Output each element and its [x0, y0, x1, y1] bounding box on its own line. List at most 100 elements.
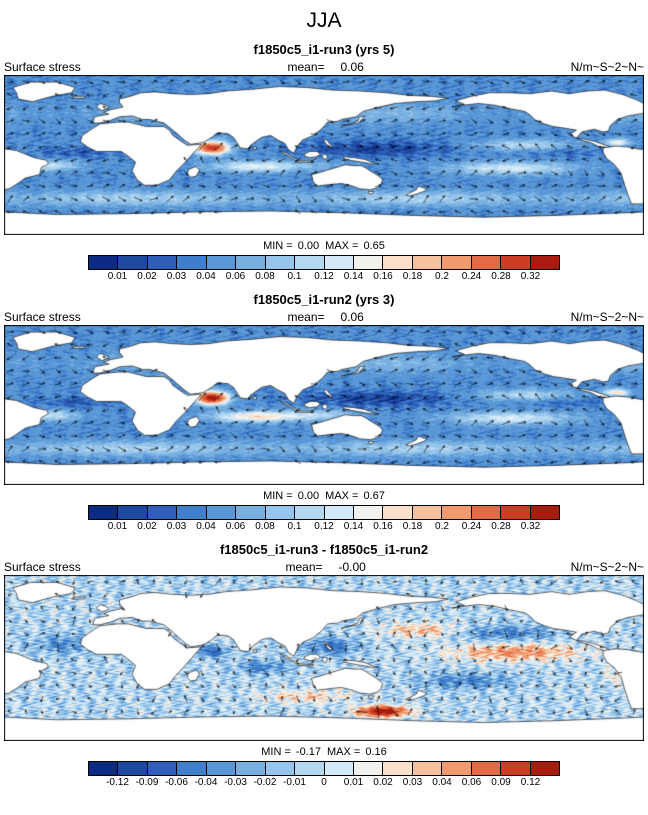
- colorbar-tick-label: -0.06: [165, 777, 188, 788]
- colorbar-tick-label: -0.01: [283, 777, 306, 788]
- colorbar-tick-label: 0.06: [225, 271, 246, 282]
- colorbar-tick-label: 0.04: [196, 521, 216, 532]
- min-value: 0.00: [297, 490, 320, 502]
- colorbar-cell: [236, 256, 266, 269]
- colorbar-cell: [383, 506, 413, 519]
- colorbar-tick-label: 0.02: [137, 271, 157, 282]
- colorbar-tick-label: 0.12: [314, 271, 334, 282]
- colorbar-cell: [265, 506, 296, 519]
- colorbar-cell: [324, 506, 354, 519]
- panel-run2-title: f1850c5_i1-run2 (yrs 3): [253, 292, 395, 307]
- colorbar-bar: [88, 761, 560, 776]
- colorbar-tick-label: 0.1: [287, 521, 302, 532]
- minmax-readout-run2: MIN = 0.00 MAX = 0.67: [0, 490, 648, 502]
- colorbar-cell: [412, 256, 443, 269]
- colorbar-cell: [147, 506, 178, 519]
- colorbar-cell: [530, 256, 559, 269]
- colorbar-tick-label: 0.04: [432, 777, 452, 788]
- colorbar-cell: [501, 506, 531, 519]
- colorbar-tick-label: 0.28: [491, 521, 511, 532]
- colorbar-cell: [89, 506, 119, 519]
- colorbar: 0.01 0.02 0.03 0.04 0.06 0.08 0.1 0.12 0.14 0.16 0…: [88, 505, 560, 533]
- colorbar-tick-label: 0.24: [461, 521, 482, 532]
- mean-value: 0.06: [340, 60, 364, 74]
- field-label: Surface stress: [4, 60, 81, 74]
- colorbar-tick-label: 0.03: [166, 521, 187, 532]
- colorbar-cell: [471, 762, 502, 775]
- mean-readout: mean= 0.06: [287, 60, 363, 74]
- colorbar-tick-label: 0.18: [402, 271, 423, 282]
- mean-readout: mean= 0.06: [287, 310, 363, 324]
- colorbar-cell: [353, 762, 384, 775]
- mean-label: mean=: [287, 60, 325, 74]
- colorbar-tick-label: 0.32: [520, 521, 541, 532]
- colorbar-cell: [118, 762, 148, 775]
- colorbar-tick-label: 0.12: [520, 777, 541, 788]
- colorbar-tick-label: 0.08: [255, 521, 275, 532]
- colorbar-tick-label: -0.02: [253, 777, 277, 788]
- colorbar-ticks: 0.01 0.02 0.03 0.04 0.06 0.08 0.1 0.12 0.14 0.16 0…: [88, 520, 560, 533]
- colorbar-cell: [324, 762, 354, 775]
- colorbar-tick-label: 0.06: [461, 777, 482, 788]
- colorbar-bar: [88, 505, 560, 520]
- panel-diff-header: Surface stress mean= -0.00 N/m~S~2~N~: [0, 560, 648, 574]
- panel-run3-header: Surface stress mean= 0.06 N/m~S~2~N~: [0, 60, 648, 74]
- colorbar-tick-label: 0.06: [225, 521, 246, 532]
- colorbar-cell: [177, 762, 207, 775]
- colorbar-tick-label: 0.28: [491, 271, 511, 282]
- colorbar-tick-label: -0.03: [224, 777, 247, 788]
- max-value: 0.65: [363, 240, 385, 252]
- min-label: MIN =: [261, 746, 291, 758]
- minmax-readout-diff: MIN = -0.17 MAX = 0.16: [0, 746, 648, 758]
- max-value: 0.16: [365, 746, 387, 758]
- colorbar-cell: [147, 256, 178, 269]
- colorbar-cell: [89, 256, 119, 269]
- panel-run3: f1850c5_i1-run3 (yrs 5) Surface stress m…: [0, 42, 648, 283]
- colorbar-cell: [118, 506, 148, 519]
- map-canvas-run2: [4, 325, 644, 485]
- colorbar-tick-label: 0.16: [373, 271, 393, 282]
- colorbar-ticks: -0.12 -0.09 -0.06 -0.04 -0.03 -0.02 -0.01 0 0.01…: [88, 776, 560, 789]
- colorbar-cell: [324, 256, 354, 269]
- minmax-readout-run3: MIN = 0.00 MAX = 0.65: [0, 240, 648, 252]
- map-canvas-diff: [4, 575, 644, 741]
- min-label: MIN =: [263, 240, 293, 252]
- colorbar: -0.12 -0.09 -0.06 -0.04 -0.03 -0.02 -0.01 0 0.01…: [88, 761, 560, 789]
- colorbar-cell: [501, 256, 531, 269]
- colorbar-tick-label: 0.14: [343, 521, 364, 532]
- colorbar-cell: [147, 762, 178, 775]
- min-value: -0.17: [295, 746, 321, 758]
- panel-run2: f1850c5_i1-run2 (yrs 3) Surface stress m…: [0, 292, 648, 533]
- colorbar-tick-label: 0.12: [314, 521, 334, 532]
- colorbar-tick-label: 0.02: [137, 521, 157, 532]
- map-canvas-run3: [4, 75, 644, 235]
- colorbar-tick-label: 0.01: [107, 521, 128, 532]
- colorbar-tick-label: -0.09: [135, 777, 159, 788]
- colorbar-cell: [442, 256, 472, 269]
- colorbar-cell: [412, 762, 443, 775]
- mean-label: mean=: [287, 310, 325, 324]
- field-label: Surface stress: [4, 560, 81, 574]
- colorbar-tick-label: 0.08: [255, 271, 275, 282]
- colorbar-cell: [442, 762, 472, 775]
- colorbar-tick-label: -0.12: [106, 777, 129, 788]
- colorbar-cell: [177, 256, 207, 269]
- colorbar-cell: [471, 506, 502, 519]
- colorbar-cell: [118, 256, 148, 269]
- colorbar-tick-label: 0.2: [435, 271, 449, 282]
- min-label: MIN =: [263, 490, 293, 502]
- colorbar: 0.01 0.02 0.03 0.04 0.06 0.08 0.1 0.12 0.14 0.16 0…: [88, 255, 560, 283]
- colorbar-cell: [353, 506, 384, 519]
- colorbar-cell: [295, 506, 325, 519]
- colorbar-tick-label: 0.03: [402, 777, 423, 788]
- max-value: 0.67: [363, 490, 385, 502]
- colorbar-ticks: 0.01 0.02 0.03 0.04 0.06 0.08 0.1 0.12 0.14 0.16 0…: [88, 270, 560, 283]
- colorbar-tick-label: 0.18: [402, 521, 423, 532]
- colorbar-tick-label: 0.32: [520, 271, 541, 282]
- panel-diff: f1850c5_i1-run3 - f1850c5_i1-run2 Surfac…: [0, 542, 648, 789]
- panel-run3-title: f1850c5_i1-run3 (yrs 5): [253, 42, 395, 57]
- max-label: MAX =: [325, 240, 359, 252]
- colorbar-tick-label: 0.24: [461, 271, 482, 282]
- units-label: N/m~S~2~N~: [570, 310, 644, 324]
- colorbar-cell: [442, 506, 472, 519]
